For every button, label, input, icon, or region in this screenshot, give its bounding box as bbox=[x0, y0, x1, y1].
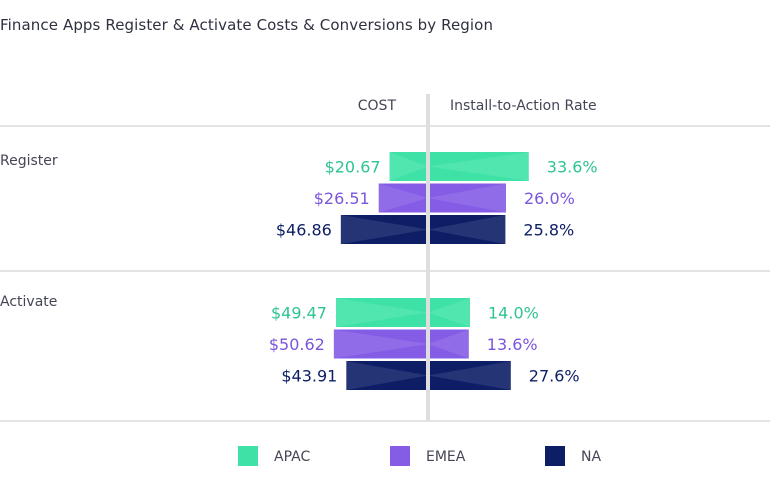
cost-bar-apac-register bbox=[389, 152, 428, 181]
cost-axis-label: COST bbox=[358, 98, 397, 114]
rate-label-emea-register: 26.0% bbox=[524, 189, 575, 208]
cost-label-emea-register: $26.51 bbox=[314, 189, 370, 208]
rate-bar-apac-activate bbox=[428, 298, 470, 327]
rate-bar-emea-register bbox=[428, 183, 506, 213]
cost-bar-shade-apac-activate bbox=[335, 298, 428, 327]
cost-bar-na-register bbox=[340, 215, 428, 244]
group-label-register: Register bbox=[0, 153, 58, 169]
rate-bar-shade-emea-register bbox=[428, 183, 506, 213]
rate-bar-na-register bbox=[428, 215, 506, 244]
legend-swatch-na bbox=[545, 446, 565, 466]
cost-bar-shade-emea-activate bbox=[333, 329, 428, 359]
cost-label-apac-activate: $49.47 bbox=[271, 304, 327, 323]
rate-bar-shade-apac-register bbox=[428, 152, 529, 181]
rate-bar-emea-activate bbox=[428, 329, 469, 359]
legend-label-na: NA bbox=[581, 449, 601, 465]
legend-swatch-emea bbox=[390, 446, 410, 466]
cost-bar-apac-activate bbox=[335, 298, 428, 327]
cost-label-emea-activate: $50.62 bbox=[269, 335, 325, 354]
rate-label-na-register: 25.8% bbox=[523, 221, 574, 240]
cost-bar-shade-apac-register bbox=[389, 152, 428, 181]
legend-label-emea: EMEA bbox=[426, 449, 466, 465]
rate-bar-apac-register bbox=[428, 152, 529, 181]
cost-label-na-activate: $43.91 bbox=[281, 367, 337, 386]
rate-label-na-activate: 27.6% bbox=[529, 367, 580, 386]
rate-bar-shade-apac-activate bbox=[428, 298, 470, 327]
cost-bar-emea-activate bbox=[333, 329, 428, 359]
group-label-activate: Activate bbox=[0, 294, 57, 310]
cost-label-na-register: $46.86 bbox=[276, 221, 332, 240]
rate-label-apac-register: 33.6% bbox=[547, 158, 598, 177]
legend-label-apac: APAC bbox=[274, 449, 310, 465]
cost-bar-emea-register bbox=[378, 183, 428, 213]
chart-title: Finance Apps Register & Activate Costs &… bbox=[0, 16, 493, 34]
cost-bar-shade-na-register bbox=[340, 215, 428, 244]
cost-bar-na-activate bbox=[346, 361, 428, 390]
rate-bar-na-activate bbox=[428, 361, 511, 390]
rate-label-apac-activate: 14.0% bbox=[488, 304, 539, 323]
rate-bar-shade-na-register bbox=[428, 215, 506, 244]
cost-bar-shade-emea-register bbox=[378, 183, 428, 213]
rate-label-emea-activate: 13.6% bbox=[487, 335, 538, 354]
cost-label-apac-register: $20.67 bbox=[325, 158, 381, 177]
cost-bar-shade-na-activate bbox=[346, 361, 428, 390]
legend-swatch-apac bbox=[238, 446, 258, 466]
rate-bar-shade-na-activate bbox=[428, 361, 511, 390]
rate-bar-shade-emea-activate bbox=[428, 329, 469, 359]
rate-axis-label: Install-to-Action Rate bbox=[450, 98, 597, 114]
